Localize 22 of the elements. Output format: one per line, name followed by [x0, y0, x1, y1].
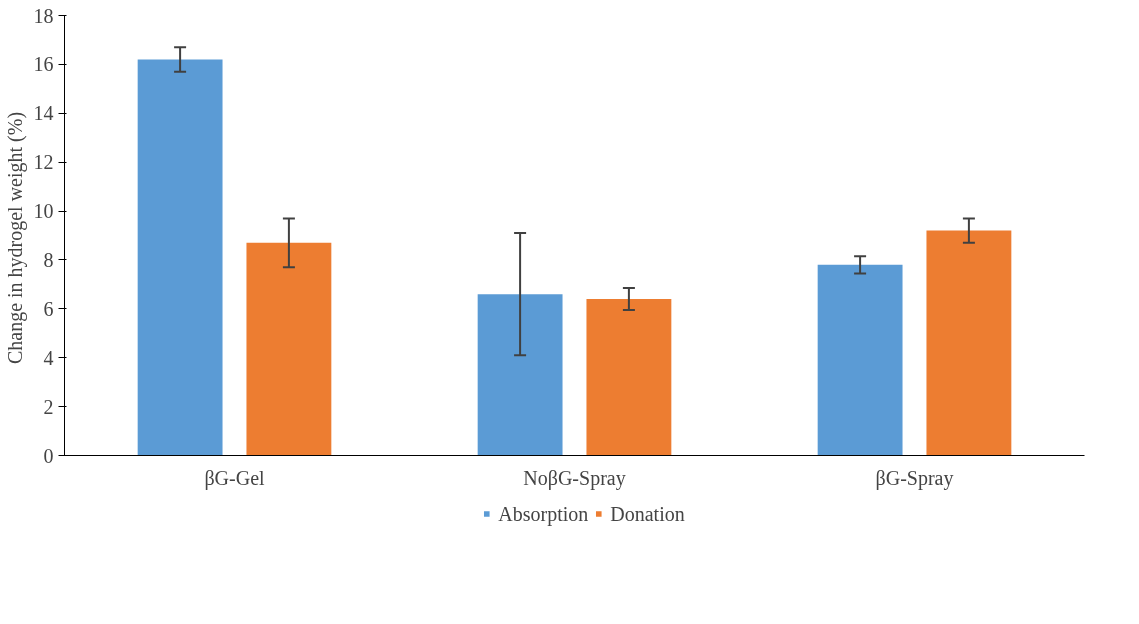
bar: [817, 264, 903, 456]
y-axis-title: Change in hydrogel weight (%): [3, 111, 27, 365]
bar: [246, 242, 332, 456]
y-tick-label: 10: [33, 200, 54, 223]
legend-label: Absorption: [498, 502, 589, 525]
bar: [137, 59, 223, 456]
legend-label: Donation: [610, 502, 685, 525]
x-tick-label: βG-Spray: [875, 466, 954, 490]
y-tick-label: 14: [33, 102, 54, 125]
bar: [477, 294, 563, 456]
y-tick-label: 18: [33, 4, 54, 27]
y-tick-label: 6: [43, 297, 54, 320]
x-tick-label: NoβG-Spray: [523, 466, 626, 490]
y-tick-label: 16: [33, 53, 54, 76]
bar: [586, 299, 672, 456]
y-tick-label: 0: [43, 444, 54, 467]
y-tick-label: 8: [43, 248, 54, 271]
y-tick-label: 12: [33, 151, 54, 174]
y-tick-label: 4: [43, 346, 54, 369]
bar: [926, 230, 1012, 456]
x-tick-label: βG-Gel: [204, 466, 266, 490]
y-tick-label: 2: [43, 395, 54, 418]
